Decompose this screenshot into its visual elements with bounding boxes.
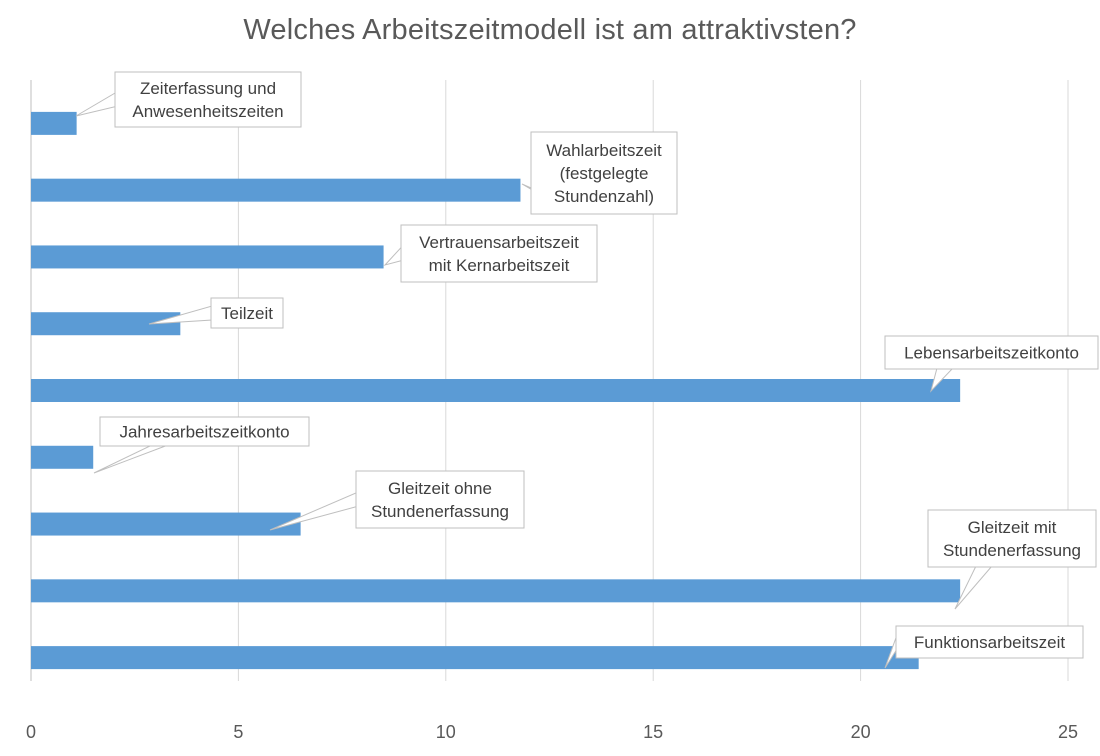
bar bbox=[31, 379, 961, 402]
callout-leader bbox=[75, 91, 117, 117]
x-tick-label: 15 bbox=[643, 722, 663, 742]
data-label: Teilzeit bbox=[221, 304, 273, 323]
callout-leader bbox=[954, 565, 994, 610]
data-label: Stundenzahl) bbox=[554, 187, 654, 206]
bar bbox=[31, 512, 301, 536]
data-label-fill bbox=[929, 511, 1095, 566]
data-label: (festgelegte bbox=[560, 164, 649, 183]
data-label-fill bbox=[212, 299, 282, 327]
data-label-fill bbox=[886, 337, 1097, 368]
data-label-fill bbox=[357, 472, 523, 527]
data-label-fill bbox=[897, 627, 1082, 657]
data-label: Wahlarbeitszeit bbox=[546, 141, 662, 160]
data-label: Gleitzeit mit bbox=[968, 518, 1057, 537]
data-label: Vertrauensarbeitszeit bbox=[419, 233, 579, 252]
bar bbox=[31, 646, 919, 670]
bar bbox=[31, 579, 961, 603]
bar bbox=[31, 312, 181, 336]
x-tick-label: 10 bbox=[436, 722, 456, 742]
bar bbox=[31, 111, 77, 135]
callout-leader bbox=[269, 491, 358, 531]
data-label-fill bbox=[101, 418, 308, 445]
data-label: Lebensarbeitszeitkonto bbox=[904, 344, 1079, 363]
chart-title: Welches Arbeitszeitmodell ist am attrakt… bbox=[243, 14, 857, 46]
data-label-fill bbox=[402, 226, 596, 281]
data-label: Jahresarbeitszeitkonto bbox=[119, 423, 289, 442]
bar bbox=[31, 445, 94, 469]
data-label: Anwesenheitszeiten bbox=[132, 102, 283, 121]
callout-leader bbox=[383, 245, 403, 266]
data-label: Stundenerfassung bbox=[371, 502, 509, 521]
x-tick-label: 20 bbox=[851, 722, 871, 742]
bar bbox=[31, 178, 521, 202]
x-tick-label: 0 bbox=[26, 722, 36, 742]
data-label: Funktionsarbeitszeit bbox=[914, 633, 1065, 652]
data-label: Stundenerfassung bbox=[943, 541, 1081, 560]
data-label-fill bbox=[532, 133, 676, 213]
callout-leader bbox=[93, 444, 169, 474]
bar bbox=[31, 245, 384, 269]
data-label: Zeiterfassung und bbox=[140, 79, 276, 98]
data-label: mit Kernarbeitszeit bbox=[429, 256, 570, 275]
x-tick-label: 25 bbox=[1058, 722, 1078, 742]
data-label: Gleitzeit ohne bbox=[388, 479, 492, 498]
data-label-fill bbox=[116, 73, 300, 126]
x-tick-label: 5 bbox=[233, 722, 243, 742]
